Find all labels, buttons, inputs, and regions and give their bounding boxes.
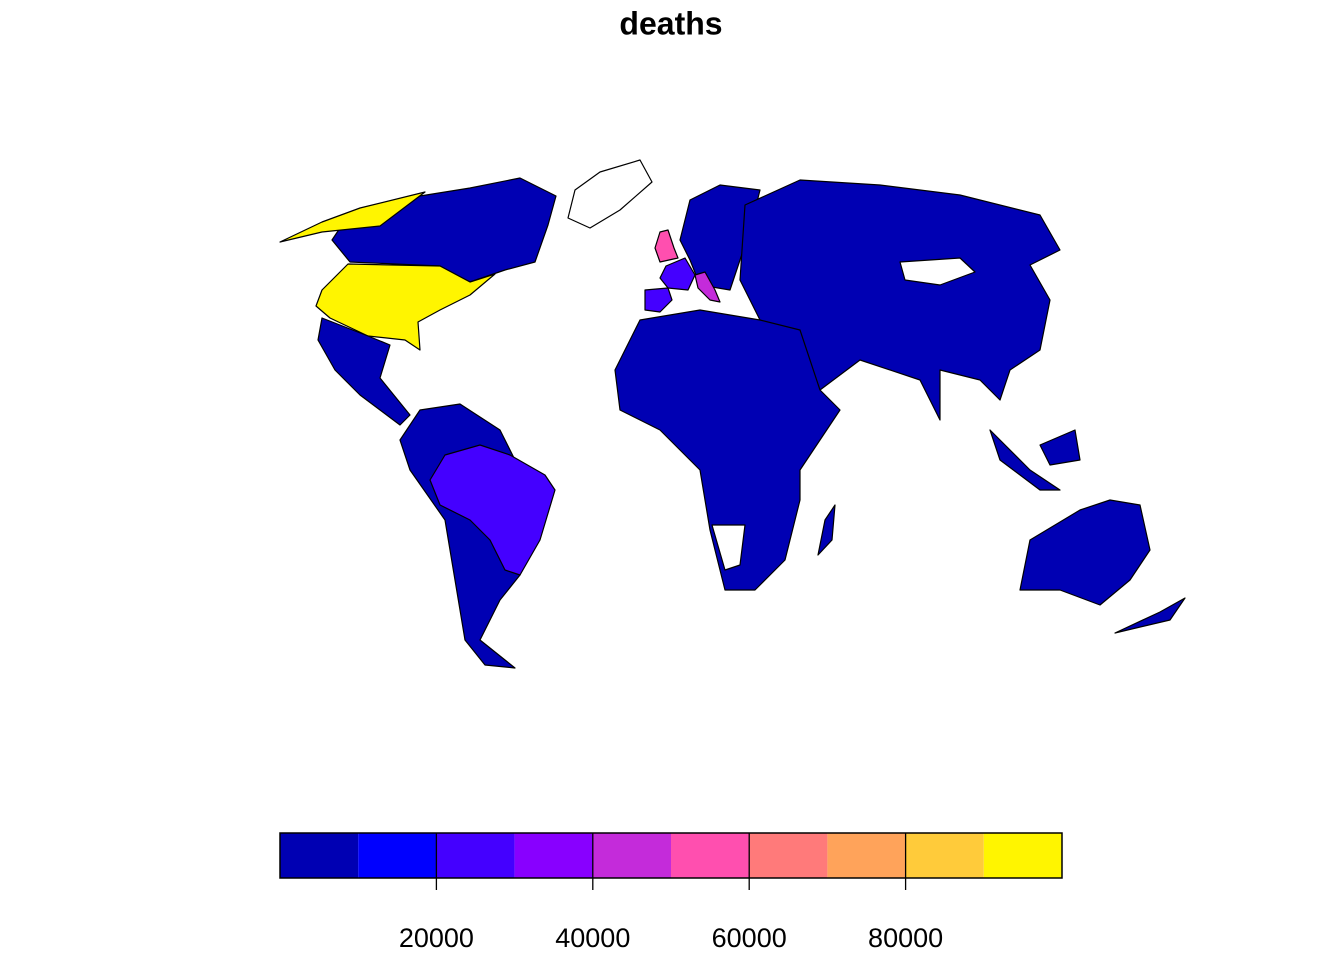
country [989, 429, 1061, 491]
country [315, 263, 496, 351]
country [1019, 499, 1151, 606]
legend-bin [983, 833, 1062, 878]
country [331, 177, 557, 283]
tick-label: 80000 [868, 923, 943, 953]
country [1114, 597, 1186, 634]
legend-bin [905, 833, 984, 878]
legend-frame [279, 832, 1063, 879]
tick-label: 40000 [555, 923, 630, 953]
legend-bin [358, 833, 437, 878]
greenland [567, 159, 653, 229]
country [654, 229, 679, 263]
country [694, 271, 721, 303]
country [644, 287, 673, 313]
legend-bin [514, 833, 593, 878]
country [1039, 429, 1081, 466]
country [429, 444, 556, 576]
country [317, 317, 411, 426]
country [659, 257, 696, 291]
legend-bin [436, 833, 515, 878]
tick-label: 20000 [399, 923, 474, 953]
country [679, 184, 761, 291]
legend-bin [749, 833, 828, 878]
country [614, 309, 841, 591]
country [279, 191, 426, 243]
color-legend: 20000 40000 60000 80000 [279, 832, 1063, 953]
world-map [279, 159, 1186, 669]
country [899, 257, 976, 286]
legend-bin [592, 833, 671, 878]
legend-bin [671, 833, 750, 878]
country [711, 524, 746, 571]
legend-bin [280, 833, 359, 878]
map-title: deaths [619, 5, 722, 41]
tick-label: 60000 [712, 923, 787, 953]
country [817, 504, 836, 556]
legend-bin [827, 833, 906, 878]
